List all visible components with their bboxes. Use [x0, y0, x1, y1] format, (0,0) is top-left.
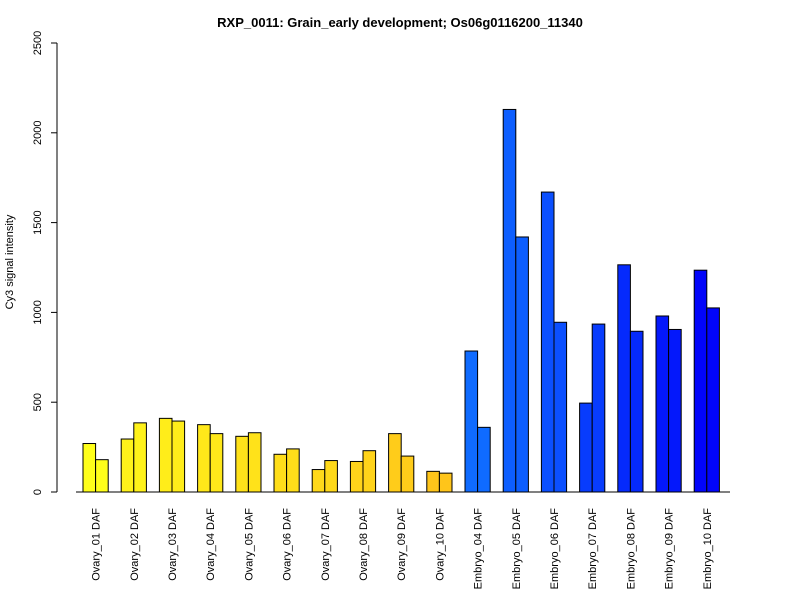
y-tick-label: 2000	[32, 121, 44, 145]
y-tick-label: 1500	[32, 210, 44, 234]
bar	[706, 307, 720, 493]
bar	[82, 443, 97, 493]
bar	[617, 264, 631, 493]
x-tick-label: Ovary_09 DAF	[396, 508, 408, 581]
x-tick-label: Embryo_04 DAF	[473, 508, 485, 590]
x-tick-label: Ovary_10 DAF	[434, 508, 446, 581]
bar	[362, 450, 377, 493]
bar	[591, 323, 606, 493]
x-tick-label: Ovary_08 DAF	[358, 508, 370, 581]
x-tick-label: Embryo_10 DAF	[702, 508, 714, 590]
bar	[324, 460, 338, 493]
bar	[235, 435, 249, 493]
x-tick-label: Embryo_05 DAF	[511, 508, 523, 590]
bars-group	[82, 108, 720, 493]
x-tick-label: Embryo_07 DAF	[587, 508, 599, 590]
bar	[311, 469, 326, 493]
x-tick-label: Embryo_06 DAF	[549, 508, 561, 590]
y-tick-label: 1000	[32, 300, 44, 324]
x-tick-label: Embryo_09 DAF	[664, 508, 676, 590]
bar	[209, 433, 224, 493]
bar	[668, 328, 682, 493]
y-axis: 0 500 1000 1500 2000 2500	[32, 31, 58, 495]
bar	[388, 433, 402, 493]
bar	[477, 426, 491, 493]
x-tick-label: Ovary_07 DAF	[320, 508, 332, 581]
bar	[247, 432, 262, 493]
bar	[400, 455, 415, 493]
bar	[438, 472, 453, 493]
y-tick-label: 500	[32, 393, 44, 411]
bar	[515, 236, 529, 493]
bar	[171, 420, 186, 493]
bar	[286, 448, 300, 493]
y-tick-label: 0	[32, 489, 44, 495]
x-tick-label: Embryo_08 DAF	[625, 508, 637, 590]
x-tick-label: Ovary_01 DAF	[91, 508, 103, 581]
x-tick-label: Ovary_05 DAF	[243, 508, 255, 581]
x-tick-label: Ovary_06 DAF	[282, 508, 294, 581]
bar	[655, 315, 670, 493]
bar	[95, 459, 109, 493]
bar	[426, 470, 440, 493]
x-tick-label: Ovary_03 DAF	[167, 508, 179, 581]
bar	[629, 330, 644, 493]
bar	[540, 191, 555, 493]
chart-title: RXP_0011: Grain_early development; Os06g…	[217, 15, 583, 30]
x-tick-label: Ovary_04 DAF	[205, 508, 217, 581]
bar	[197, 424, 211, 493]
bar	[120, 438, 135, 493]
bar	[579, 402, 593, 493]
bar	[464, 350, 479, 493]
bar	[553, 321, 568, 493]
x-tick-label: Ovary_02 DAF	[129, 508, 141, 581]
bar	[693, 269, 708, 493]
y-axis-label: Cy3 signal intensity	[4, 214, 16, 309]
x-axis-labels: Ovary_01 DAF Ovary_02 DAF Ovary_03 DAF Ovar…	[91, 508, 714, 590]
bar	[502, 108, 517, 493]
y-tick-label: 2500	[32, 31, 44, 55]
bar	[133, 422, 147, 493]
bar	[349, 460, 364, 493]
bar	[158, 417, 173, 493]
bar	[273, 453, 288, 493]
